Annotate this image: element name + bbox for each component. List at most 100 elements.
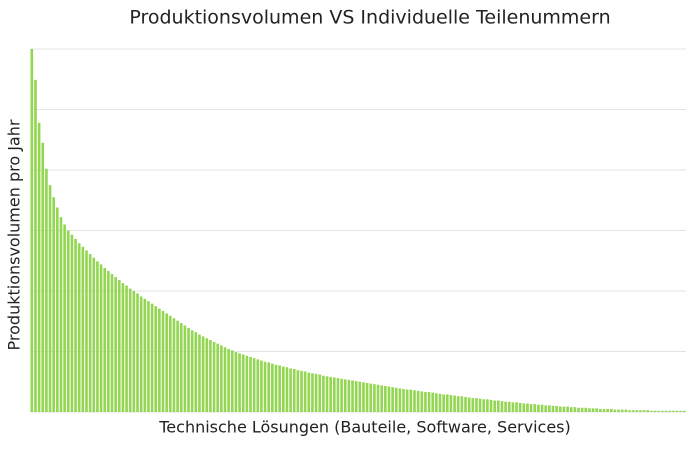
bar <box>478 398 482 412</box>
bar <box>329 376 332 412</box>
bar <box>394 387 398 412</box>
bar <box>533 404 537 412</box>
bar <box>609 408 613 412</box>
bar <box>52 197 56 412</box>
bar <box>176 320 179 412</box>
bar <box>391 387 394 412</box>
bar <box>223 347 227 412</box>
bar <box>380 385 384 412</box>
bar <box>427 392 431 412</box>
bar <box>303 371 307 412</box>
bar <box>194 332 198 412</box>
bar <box>220 345 223 412</box>
bar <box>679 410 682 412</box>
bar <box>59 217 63 412</box>
bar <box>365 382 369 412</box>
bar <box>424 392 427 412</box>
bar <box>591 408 595 412</box>
bar <box>460 396 464 412</box>
bar <box>249 356 252 412</box>
bar <box>147 301 150 412</box>
bar <box>234 352 238 412</box>
bar <box>431 392 435 412</box>
bar <box>544 405 548 412</box>
bar <box>376 384 380 412</box>
bar <box>81 246 85 412</box>
bar <box>256 359 260 412</box>
bar <box>518 402 522 412</box>
bar <box>172 318 176 412</box>
bar <box>114 277 117 412</box>
bar <box>56 207 59 412</box>
y-axis-label: Produktionsvolumen pro Jahr <box>5 119 24 350</box>
bar <box>668 410 671 412</box>
bar <box>227 349 230 412</box>
bar <box>121 283 125 412</box>
bar <box>555 405 558 412</box>
bar <box>296 370 300 412</box>
bar <box>529 404 533 412</box>
bar <box>143 298 147 412</box>
bar <box>467 397 471 412</box>
bar <box>416 390 420 412</box>
bar <box>515 402 518 412</box>
bar <box>409 389 413 412</box>
bar <box>358 381 362 412</box>
bar <box>128 288 132 412</box>
bar <box>107 271 110 412</box>
bar <box>343 379 347 412</box>
bar <box>613 409 617 412</box>
bar <box>136 293 139 412</box>
bar <box>420 391 424 412</box>
bar <box>230 350 234 412</box>
bar <box>653 410 657 412</box>
bar <box>475 398 478 412</box>
bar <box>551 405 555 412</box>
bar <box>398 388 402 412</box>
bar <box>252 358 256 412</box>
bar <box>103 268 107 412</box>
bar <box>456 396 460 412</box>
bar <box>179 323 183 412</box>
bar <box>48 185 52 412</box>
bar <box>271 363 274 412</box>
bar <box>471 398 475 412</box>
bar <box>599 408 602 412</box>
bar <box>37 122 41 412</box>
bar <box>311 373 314 412</box>
bar <box>413 390 416 412</box>
bar <box>92 257 96 412</box>
bar <box>635 410 639 412</box>
bar <box>387 386 391 412</box>
bar <box>66 230 70 412</box>
bar <box>314 373 318 412</box>
bar <box>41 142 45 412</box>
bar <box>631 410 635 412</box>
bar <box>307 372 311 412</box>
bar <box>351 380 354 412</box>
bar <box>125 285 128 412</box>
bar <box>205 338 209 412</box>
bar <box>263 361 267 412</box>
bar <box>117 280 121 412</box>
bar <box>548 405 551 412</box>
bar <box>285 367 289 412</box>
bar <box>289 368 292 412</box>
bar <box>209 340 212 412</box>
bar <box>30 49 34 412</box>
bar <box>77 243 81 412</box>
bar <box>278 365 281 412</box>
bar <box>332 377 336 412</box>
bar <box>212 341 216 412</box>
bar <box>569 407 573 412</box>
bar <box>650 410 653 412</box>
bar <box>628 410 631 412</box>
bar <box>63 224 66 412</box>
bar <box>675 410 679 412</box>
bar <box>322 375 325 412</box>
bar <box>99 264 103 412</box>
bar <box>540 404 544 412</box>
bar <box>70 234 74 412</box>
bar <box>373 384 376 412</box>
